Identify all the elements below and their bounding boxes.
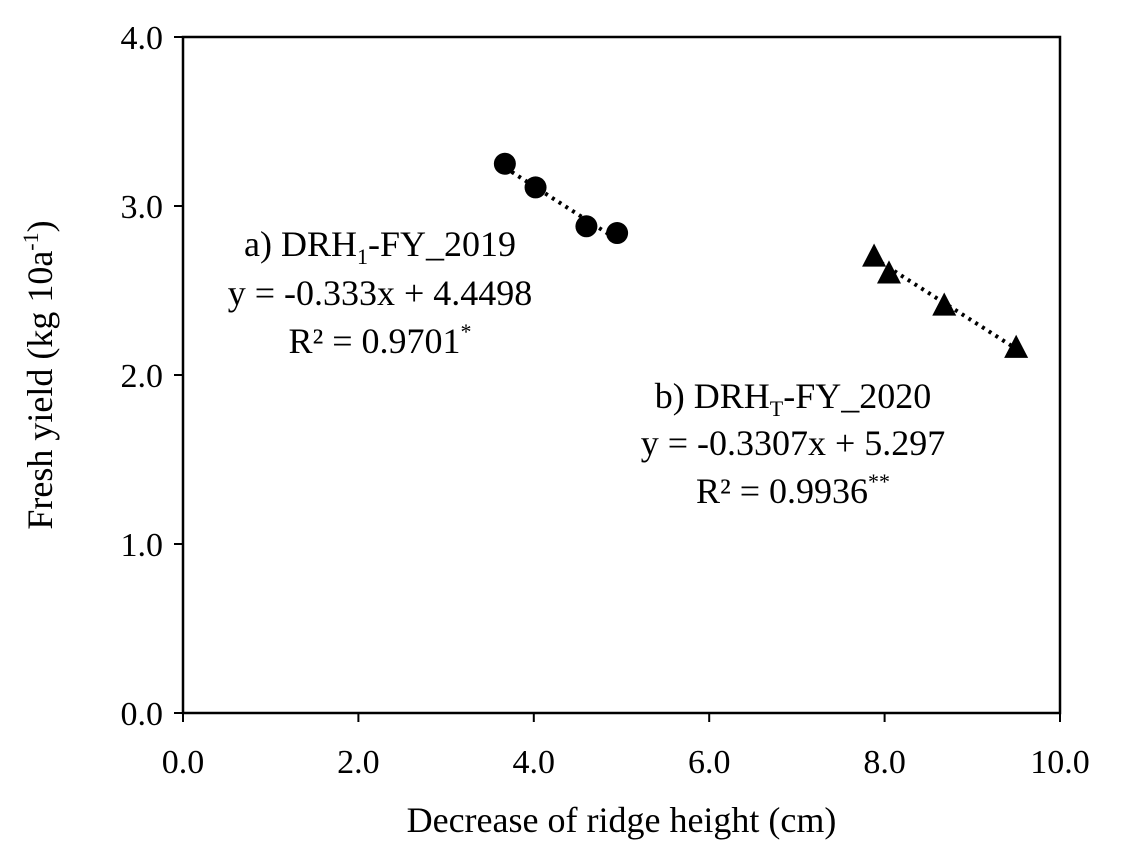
trendlines	[503, 165, 1018, 351]
annotation-b-equation: b) DRHT-FY_2020 y = -0.3307x + 5.297 R² …	[641, 376, 946, 511]
data-point-triangle	[1004, 334, 1029, 358]
data-point-triangle	[862, 243, 887, 267]
annotation-a-title-main: a) DRH	[244, 224, 357, 264]
data-point-triangle	[876, 260, 901, 284]
y-axis-label-sup: -1	[18, 232, 43, 250]
annotation-a-equation-text: y = -0.333x + 4.4498	[228, 273, 533, 313]
annotation-b-r-squared: R² = 0.9936**	[696, 469, 890, 511]
annotation-a-equation: a) DRH1-FY_2019 y = -0.333x + 4.4498 R² …	[228, 224, 533, 361]
data-point-circle	[524, 176, 547, 199]
trendline-series-0	[503, 165, 619, 242]
annotation-b-title-rest: -FY_2020	[783, 376, 931, 416]
annotation-a-title-rest: -FY_2019	[368, 224, 516, 264]
data-markers	[493, 152, 1029, 358]
annotation-a-r-squared: R² = 0.9701*	[288, 319, 471, 361]
data-point-circle	[575, 215, 598, 238]
annotation-b-title-main: b) DRH	[655, 376, 770, 416]
plot-frame	[181, 35, 1062, 715]
annotation-a-title: a) DRH1-FY_2019	[244, 224, 516, 269]
x-tick-label: 10.0	[1030, 744, 1090, 781]
data-point-triangle	[932, 292, 957, 316]
y-axis-label-close: )	[20, 220, 60, 232]
annotation-b-title: b) DRHT-FY_2020	[655, 376, 931, 421]
y-axis-ticks: 0.0 1.0 2.0 3.0 4.0	[121, 20, 183, 733]
annotation-a-r-squared-main: R² = 0.9701	[288, 321, 460, 361]
x-axis-ticks: 0.0 2.0 4.0 6.0 8.0 10.0	[162, 713, 1090, 781]
annotation-b-title-sub: T	[770, 396, 784, 421]
annotation-b-equation-text: y = -0.3307x + 5.297	[641, 423, 946, 463]
x-tick-label: 0.0	[162, 744, 205, 781]
x-tick-label: 8.0	[863, 744, 906, 781]
plot-area	[181, 35, 1062, 715]
y-axis-label-main: Fresh yield (kg 10a	[20, 251, 60, 530]
x-axis-label: Decrease of ridge height (cm)	[407, 800, 837, 840]
x-tick-label: 6.0	[688, 744, 731, 781]
annotation-b-r-squared-main: R² = 0.9936	[696, 471, 868, 511]
annotation-a-title-sub: 1	[357, 244, 368, 269]
x-tick-label: 2.0	[337, 744, 380, 781]
annotation-a-significance: *	[461, 319, 472, 344]
y-tick-label: 1.0	[121, 527, 164, 564]
y-tick-label: 2.0	[121, 358, 164, 395]
y-tick-label: 4.0	[121, 20, 164, 57]
x-tick-label: 4.0	[513, 744, 556, 781]
data-point-circle	[493, 152, 516, 175]
y-tick-label: 3.0	[121, 189, 164, 226]
annotation-b-significance: **	[868, 469, 890, 494]
y-tick-label: 0.0	[121, 696, 164, 733]
y-axis-label: Fresh yield (kg 10a-1)	[18, 220, 60, 529]
data-point-circle	[606, 222, 629, 245]
